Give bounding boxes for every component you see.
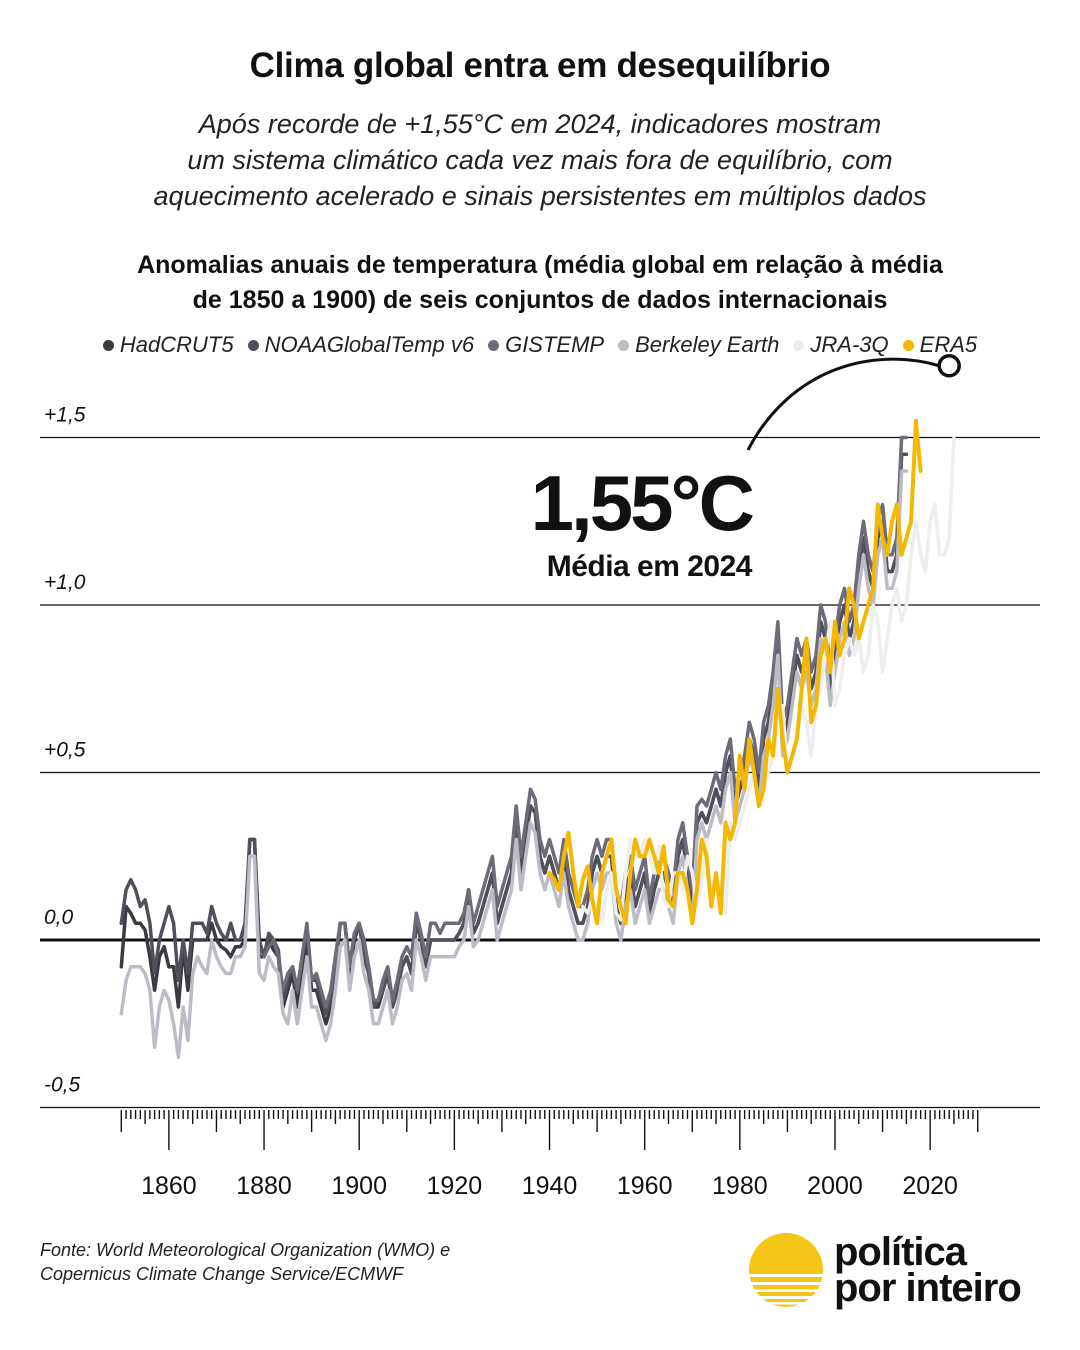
- logo-line: política: [834, 1230, 967, 1274]
- source-note: Fonte: World Meteorological Organization…: [40, 1238, 450, 1286]
- legend-item: Berkeley Earth: [618, 332, 779, 358]
- sun-logo-icon: [749, 1233, 823, 1307]
- x-tick-label: 1900: [331, 1172, 387, 1200]
- x-tick-label: 1860: [141, 1172, 197, 1200]
- series-line: [581, 435, 956, 926]
- legend-item: JRA-3Q: [793, 332, 889, 358]
- x-tick-label: 1920: [427, 1172, 483, 1200]
- legend-dot-icon: [902, 339, 914, 351]
- legend-item: NOAAGlobalTemp v6: [247, 332, 475, 358]
- legend-dot-icon: [247, 339, 259, 351]
- legend-dot-icon: [488, 339, 500, 351]
- chart-title: Anomalias anuais de temperatura (média g…: [40, 248, 1040, 318]
- x-tick-label: 1880: [236, 1172, 292, 1200]
- y-tick-label: +1,0: [44, 571, 86, 594]
- subtitle-line: Após recorde de +1,55°C em 2024, indicad…: [198, 109, 882, 139]
- subtitle-line: um sistema climático cada vez mais fora …: [187, 145, 893, 175]
- chart-title-line: Anomalias anuais de temperatura (média g…: [137, 251, 943, 279]
- logo-line: por inteiro: [834, 1266, 1022, 1310]
- x-tick-label: 1980: [712, 1172, 768, 1200]
- subtitle-line: aquecimento acelerado e sinais persisten…: [153, 181, 927, 211]
- legend-dot-icon: [618, 339, 630, 351]
- x-tick-label: 2000: [807, 1172, 863, 1200]
- x-tick-label: 2020: [902, 1172, 958, 1200]
- legend-item: ERA5: [902, 332, 978, 358]
- chart-title-line: de 1850 a 1900) de seis conjuntos de dad…: [192, 286, 888, 314]
- y-tick-label: +0,5: [44, 739, 86, 762]
- x-tick-label: 1940: [522, 1172, 578, 1200]
- page-title: Clima global entra em desequilíbrio: [249, 46, 831, 85]
- annotation-label: Média em 2024: [547, 550, 753, 583]
- annotation-connector: [746, 357, 940, 451]
- legend-dot-icon: [793, 339, 805, 351]
- legend-label: Berkeley Earth: [635, 332, 780, 357]
- series-line: [262, 435, 909, 1009]
- y-tick-label: +1,5: [44, 404, 86, 427]
- legend-label: GISTEMP: [505, 332, 605, 357]
- series-line: [547, 418, 923, 926]
- annotation-value: 1,55°C: [531, 459, 754, 547]
- legend-item: HadCRUT5: [102, 332, 234, 358]
- logo-wordmark: política por inteiro: [834, 1230, 1022, 1310]
- subtitle: Após recorde de +1,55°C em 2024, indicad…: [60, 106, 1020, 214]
- y-tick-label: -0,5: [44, 1074, 81, 1097]
- legend-label: NOAAGlobalTemp v6: [264, 332, 475, 357]
- legend-item: GISTEMP: [488, 332, 604, 358]
- legend-label: HadCRUT5: [119, 332, 234, 357]
- legend-label: ERA5: [919, 332, 978, 357]
- legend: HadCRUT5 NOAAGlobalTemp v6 GISTEMP Berkeley…: [0, 332, 1080, 358]
- legend-dot-icon: [102, 339, 114, 351]
- series-line: [119, 469, 909, 1060]
- annotation-marker: [937, 354, 961, 378]
- y-tick-label: 0,0: [44, 906, 74, 929]
- x-tick-label: 1960: [617, 1172, 673, 1200]
- source-line: Copernicus Climate Change Service/ECMWF: [40, 1264, 404, 1284]
- legend-label: JRA-3Q: [810, 332, 889, 357]
- brand-logo: política por inteiro: [748, 1230, 1022, 1310]
- source-line: Fonte: World Meteorological Organization…: [40, 1240, 451, 1260]
